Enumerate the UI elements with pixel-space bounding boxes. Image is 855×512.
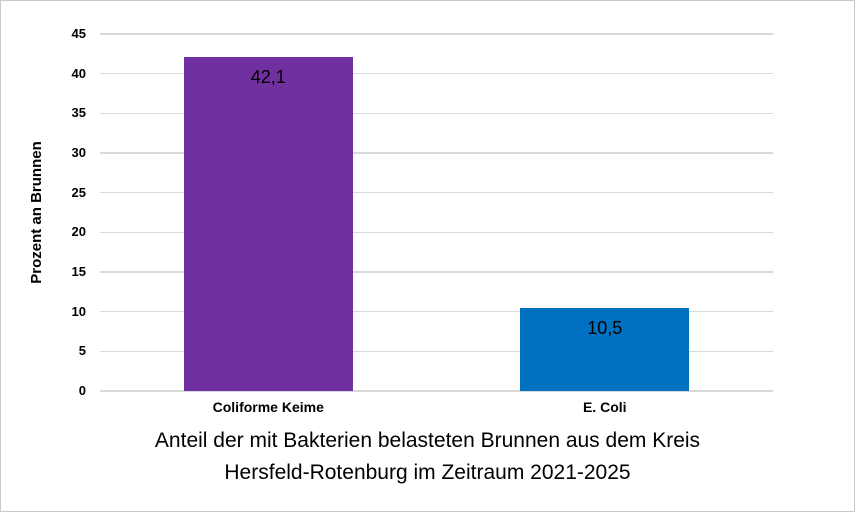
gridline	[100, 310, 773, 313]
bar-e-coli	[520, 307, 690, 391]
y-tick-label: 10	[71, 303, 86, 319]
x-category-label: E. Coli	[582, 399, 627, 415]
gridline	[100, 33, 773, 35]
bar-value-label: 10,5	[587, 317, 623, 338]
y-tick-label: 0	[78, 383, 86, 398]
chart-title-line-2: Hersfeld-Rotenburg im Zeitraum 2021-2025	[224, 461, 631, 484]
y-tick-label: 15	[71, 264, 86, 279]
y-tick-label: 5	[78, 343, 86, 359]
gridline	[100, 350, 773, 353]
y-tick-label: 30	[71, 145, 86, 160]
x-category-label: Coliforme Keime	[212, 399, 324, 415]
y-tick-label: 45	[71, 26, 86, 41]
gridline	[100, 72, 773, 75]
y-tick-label: 40	[71, 65, 86, 81]
gridline	[100, 390, 773, 392]
y-axis-title: Prozent an Brunnen	[27, 141, 45, 284]
y-tick-label: 35	[71, 105, 86, 121]
chart-title-line-1: Anteil der mit Bakterien belasteten Brun…	[154, 429, 701, 452]
chart-title: Anteil der mit Bakterien belasteten Brun…	[1, 425, 854, 489]
y-tick-label: 20	[71, 224, 86, 240]
gridline	[100, 271, 773, 273]
bar-value-label: 42,1	[250, 67, 286, 87]
gridline	[100, 152, 773, 154]
plot-area: 42,1 10,5	[100, 33, 773, 392]
gridline	[100, 231, 773, 234]
gridline	[100, 191, 773, 194]
y-tick-label: 25	[71, 184, 86, 200]
y-axis-title-wrap: Prozent an Brunnen	[17, 34, 55, 391]
bar-coliforme-keime	[183, 57, 353, 391]
gridline	[100, 112, 773, 115]
